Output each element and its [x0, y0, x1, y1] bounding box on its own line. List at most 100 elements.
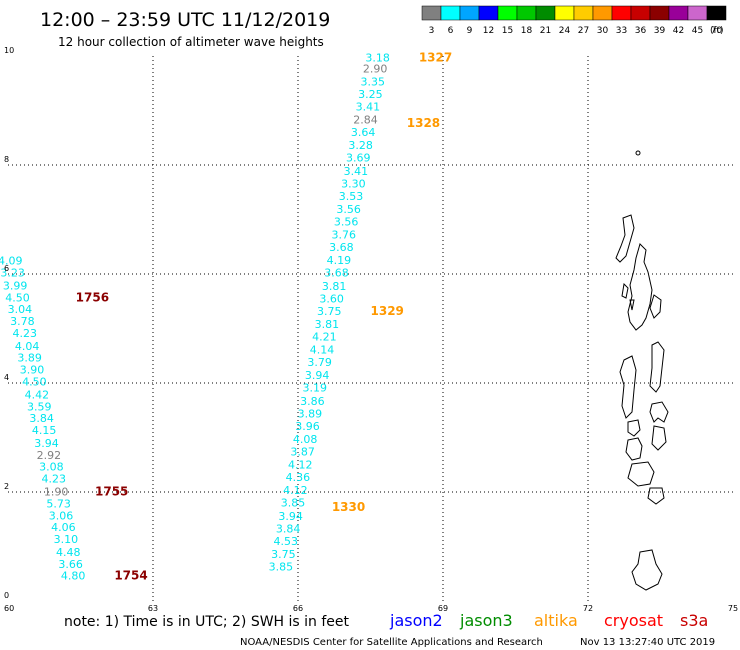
wave-height-label: 3.41: [344, 165, 369, 178]
wave-height-label: 2.90: [363, 62, 388, 75]
colorbar-swatch: [630, 5, 651, 21]
pass-time-label: 1754: [114, 569, 147, 583]
wave-height-label: 3.89: [298, 407, 323, 420]
wave-height-label: 3.79: [307, 356, 332, 369]
wave-height-label: 3.06: [49, 509, 74, 522]
wave-height-label: 2.92: [37, 449, 62, 462]
colorbar-unit: (ft): [710, 26, 724, 36]
wave-height-label: 3.84: [276, 522, 301, 535]
colorbar-label: 15: [502, 26, 513, 36]
wave-height-label: 3.56: [336, 203, 361, 216]
colorbar-label: 12: [483, 26, 494, 36]
wave-height-label: 3.04: [8, 303, 33, 316]
wave-height-label: 4.08: [293, 433, 318, 446]
wave-height-label: 3.96: [295, 420, 320, 433]
colorbar-swatch: [497, 5, 518, 21]
y-tick-label: 4: [4, 373, 9, 382]
wave-height-label: 3.25: [358, 88, 383, 101]
colorbar-label: 27: [578, 26, 589, 36]
colorbar-swatch: [592, 5, 613, 21]
colorbar-label: 42: [673, 26, 684, 36]
footer-timestamp: Nov 13 13:27:40 UTC 2019: [580, 637, 715, 648]
data-points: 3.182.903.353.253.412.843.643.283.693.41…: [0, 50, 452, 582]
y-tick-label: 10: [4, 46, 14, 55]
colorbar-swatch: [516, 5, 537, 21]
colorbar-label: 18: [521, 26, 533, 36]
island-outline: [635, 150, 641, 156]
plot-grid: [8, 56, 733, 601]
wave-height-label: 4.23: [42, 473, 67, 486]
wave-height-label: 3.64: [351, 126, 376, 139]
wave-height-label: 3.84: [29, 412, 54, 425]
colorbar-label: 21: [540, 26, 551, 36]
pass-time-label: 1330: [332, 500, 365, 514]
colorbar-label: 45: [692, 26, 703, 36]
page-title: 12:00 – 23:59 UTC 11/12/2019: [40, 9, 330, 31]
colorbar-label: 70: [711, 26, 723, 36]
colorbar-swatch: [573, 5, 594, 21]
colorbar-swatch: [649, 5, 670, 21]
wave-height-label: 4.21: [312, 330, 337, 343]
wave-height-label: 4.23: [13, 327, 38, 340]
colorbar-swatch: [535, 5, 556, 21]
colorbar-label: 36: [635, 26, 647, 36]
wave-height-label: 3.30: [341, 177, 366, 190]
wave-height-label: 4.06: [51, 521, 76, 534]
wave-height-label: 3.28: [348, 139, 373, 152]
wave-height-label: 3.94: [305, 369, 330, 382]
footer-credit: NOAA/NESDIS Center for Satellite Applica…: [240, 637, 543, 648]
island-outline: [627, 243, 653, 331]
wave-height-label: 3.90: [20, 364, 45, 377]
wave-height-label: 3.85: [269, 560, 294, 573]
y-tick-label: 6: [4, 264, 9, 273]
island-outline: [631, 549, 663, 591]
wave-height-label: 4.04: [15, 340, 40, 353]
island-outline: [625, 437, 643, 461]
wave-height-label: 3.81: [315, 318, 340, 331]
colorbar-label: 3: [429, 26, 435, 36]
colorbar-label: 9: [467, 26, 473, 36]
wave-height-label: 4.42: [25, 388, 50, 401]
wave-height-label: 3.60: [319, 292, 344, 305]
wave-height-label: 5.73: [46, 497, 71, 510]
wave-height-label: 3.18: [365, 51, 390, 64]
colorbar-swatch: [668, 5, 689, 21]
wave-height-label: 3.08: [39, 461, 64, 474]
wave-height-label: 3.56: [334, 215, 359, 228]
wave-height-label: 3.81: [322, 280, 347, 293]
x-tick-label: 69: [438, 604, 448, 613]
y-tick-label: 0: [4, 591, 9, 600]
wave-height-label: 3.78: [10, 315, 35, 328]
wave-height-label: 3.85: [281, 497, 306, 510]
satellite-legend: jason2 jason3 altika cryosat s3a: [389, 611, 708, 630]
wave-height-label: 3.23: [0, 267, 25, 280]
island-outline: [629, 299, 635, 311]
wave-height-label: 4.19: [327, 254, 352, 267]
colorbar-label: 30: [597, 26, 609, 36]
colorbar-label: 6: [448, 26, 454, 36]
wave-height-label: 4.09: [0, 255, 23, 268]
legend-altika: altika: [534, 611, 578, 630]
legend-jason3: jason3: [459, 611, 513, 630]
island-outline: [615, 214, 635, 263]
colorbar-label: 33: [616, 26, 627, 36]
wave-height-label: 4.53: [274, 535, 299, 548]
wave-height-label: 4.15: [32, 424, 57, 437]
wave-height-label: 3.53: [339, 190, 364, 203]
wave-height-label: 4.14: [310, 344, 335, 357]
island-outline: [627, 419, 641, 437]
legend-jason2: jason2: [389, 611, 443, 630]
wave-height-label: 4.12: [288, 459, 313, 472]
colorbar-swatch: [421, 5, 442, 21]
wave-height-label: 3.99: [3, 279, 28, 292]
wave-height-label: 1.90: [44, 485, 69, 498]
colorbar-swatch: [478, 5, 499, 21]
island-outline: [651, 425, 667, 451]
wave-height-label: 4.80: [61, 570, 86, 583]
wave-height-label: 4.50: [5, 291, 30, 304]
wave-height-label: 3.59: [27, 400, 52, 413]
pass-time-label: 1328: [407, 116, 440, 130]
legend-cryosat: cryosat: [604, 611, 663, 630]
x-tick-label: 63: [148, 604, 158, 613]
